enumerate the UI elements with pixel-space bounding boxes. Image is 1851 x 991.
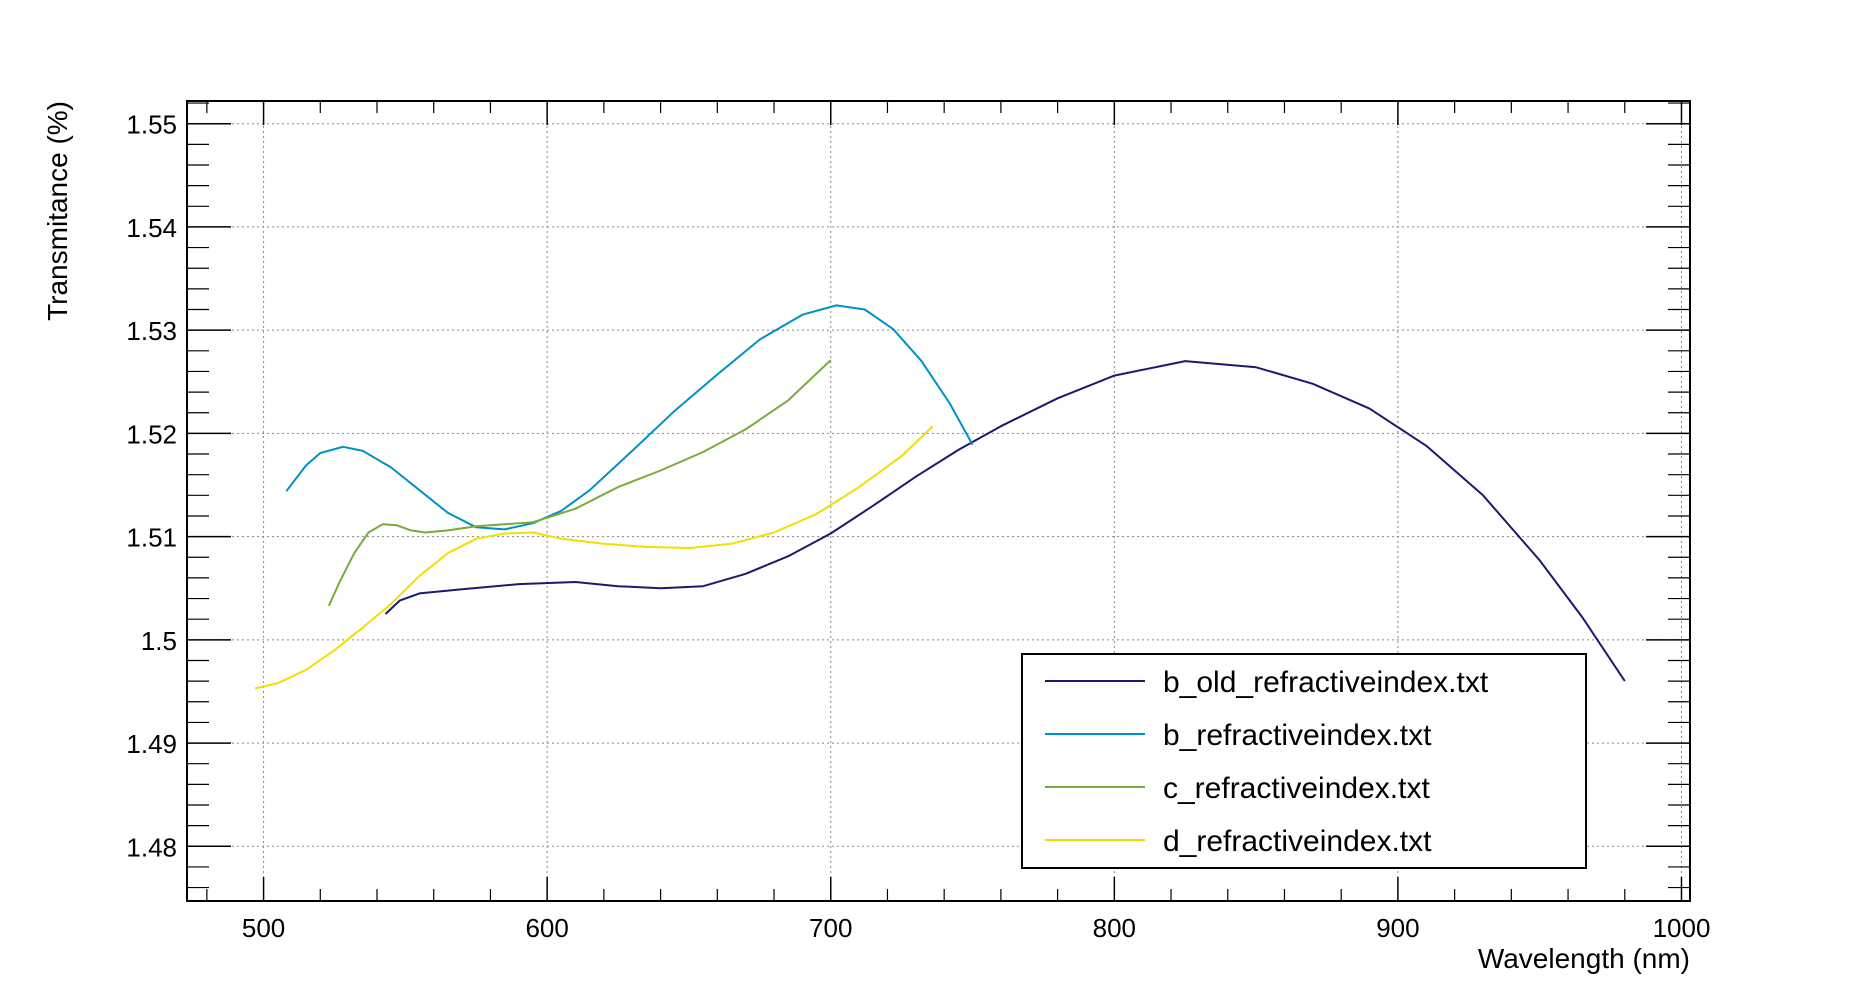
- y-tick-label: 1.55: [126, 110, 177, 140]
- y-tick-label: 1.52: [126, 419, 177, 449]
- x-tick-label: 900: [1376, 913, 1419, 943]
- y-tick-label: 1.49: [126, 729, 177, 759]
- legend-label: c_refractiveindex.txt: [1163, 772, 1430, 805]
- y-tick-label: 1.48: [126, 832, 177, 862]
- y-tick-label: 1.51: [126, 523, 177, 553]
- axis-ticks: [187, 101, 1690, 901]
- legend-label: b_refractiveindex.txt: [1163, 719, 1432, 752]
- x-axis-tick-labels: 500 600 700 800 900 1000: [242, 913, 1711, 943]
- y-axis-title: Transmitance (%): [42, 101, 73, 321]
- series-line-d-refractiveindex-txt: [254, 425, 934, 690]
- series-line-b-refractiveindex-txt: [285, 304, 974, 531]
- series-line-c-refractiveindex-txt: [327, 359, 832, 607]
- x-tick-label: 500: [242, 913, 285, 943]
- legend-label: b_old_refractiveindex.txt: [1163, 666, 1489, 699]
- series-group: [254, 304, 1626, 690]
- x-axis-title: Wavelength (nm): [1478, 943, 1690, 974]
- legend-box: [1021, 653, 1587, 869]
- y-tick-label: 1.54: [126, 213, 177, 243]
- series-line-b-old-refractiveindex-txt: [384, 360, 1626, 682]
- y-axis-tick-labels: 1.48 1.49 1.5 1.51 1.52 1.53 1.54 1.55: [126, 110, 177, 863]
- plot-frame: [186, 100, 1691, 902]
- y-tick-label: 1.53: [126, 316, 177, 346]
- legend-label: d_refractiveindex.txt: [1163, 825, 1432, 858]
- y-tick-label: 1.5: [141, 626, 177, 656]
- x-tick-label: 600: [525, 913, 568, 943]
- x-tick-label: 700: [809, 913, 852, 943]
- x-tick-label: 1000: [1653, 913, 1711, 943]
- x-tick-label: 800: [1093, 913, 1136, 943]
- legend: b_old_refractiveindex.txt b_refractiveind…: [1021, 653, 1587, 869]
